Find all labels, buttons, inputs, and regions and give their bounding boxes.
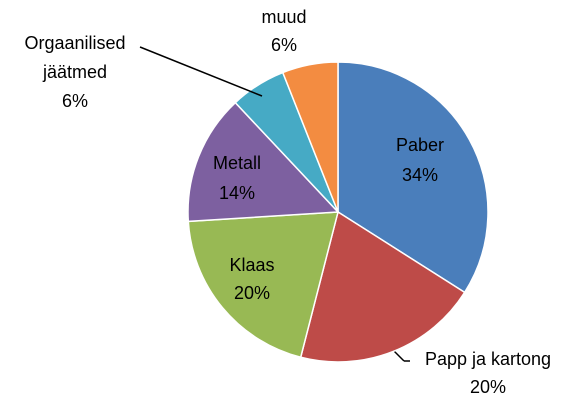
slice-value-label: 20% (470, 377, 506, 397)
pie-slice (187, 101, 340, 223)
leader-line (392, 349, 405, 362)
pie-slice (337, 61, 489, 294)
slice-value-label: 14% (219, 183, 255, 203)
slice-value-label: 20% (234, 283, 270, 303)
pie-slice (299, 210, 466, 363)
slice-label: Orgaanilised jäätmed (24, 33, 125, 82)
pie-slice (281, 61, 339, 213)
slice-label: Papp ja kartong (425, 349, 551, 369)
slice-label: Metall (213, 153, 261, 173)
slice-value-label: 6% (62, 91, 88, 111)
slice-label: muud (261, 7, 306, 27)
slice-value-label: 6% (271, 35, 297, 55)
slice-label: Klaas (229, 255, 274, 275)
leader-line (139, 46, 263, 97)
pie-slice (187, 211, 339, 359)
slice-value-label: 34% (402, 165, 438, 185)
slice-label: Paber (396, 135, 444, 155)
